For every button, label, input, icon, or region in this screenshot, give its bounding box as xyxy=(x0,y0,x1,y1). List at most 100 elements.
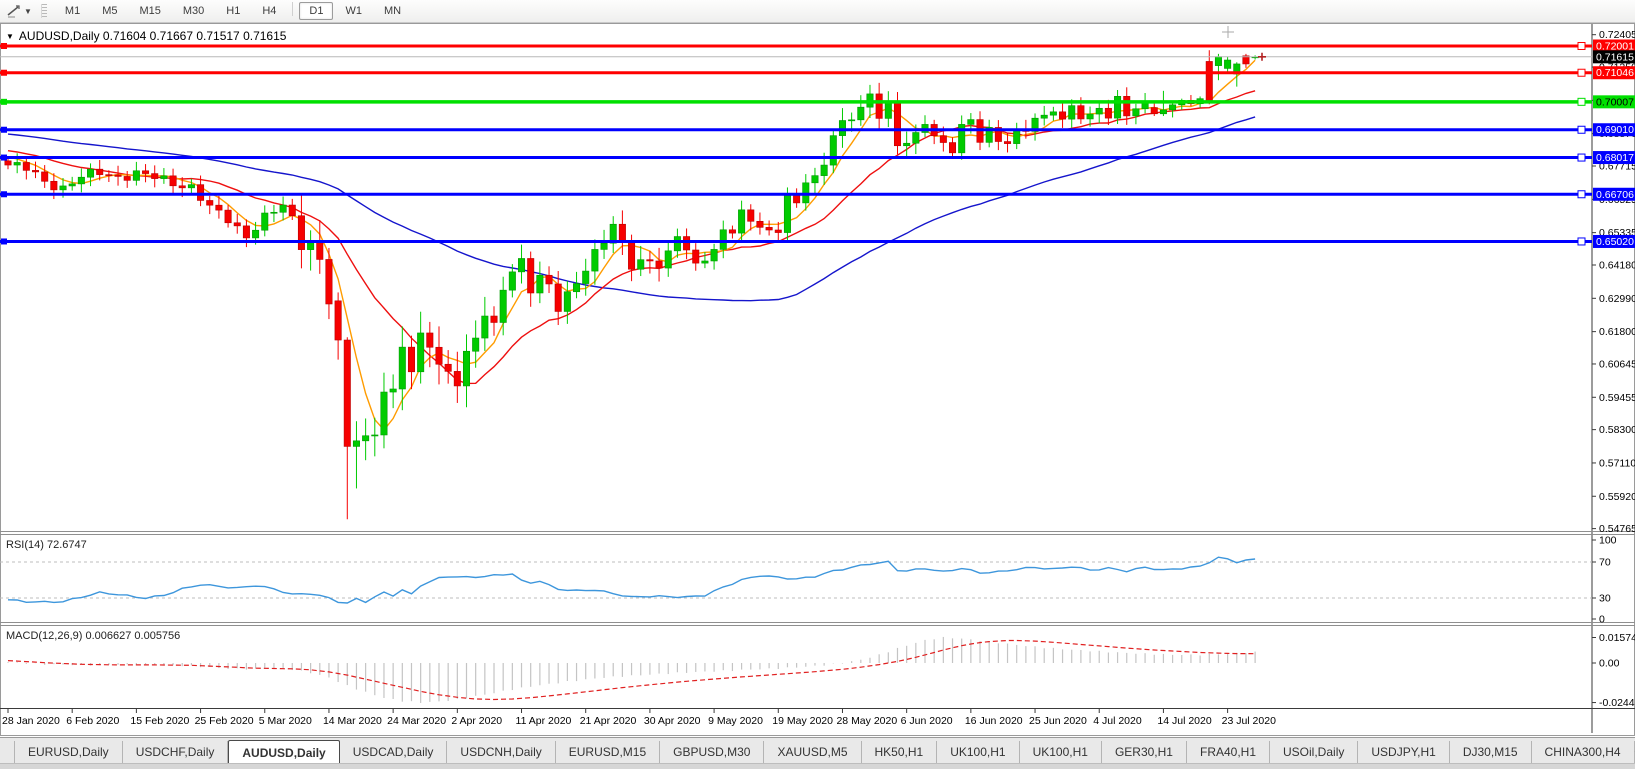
chart-tab-fra40-h1[interactable]: FRA40,H1 xyxy=(1187,741,1271,764)
chart-tab-audusd-daily[interactable]: AUDUSD,Daily xyxy=(228,740,340,765)
line-handle-right[interactable] xyxy=(1577,125,1586,134)
line-price-label: 0.69010 xyxy=(1596,124,1634,136)
chart-tab-hk50-h1[interactable]: HK50,H1 xyxy=(862,741,938,764)
chart-tab-usoil-daily[interactable]: USOil,Daily xyxy=(1270,741,1359,764)
line-handle-left[interactable] xyxy=(1,43,7,49)
candle-body xyxy=(591,249,599,272)
line-price-label: 0.70007 xyxy=(1596,96,1634,108)
candle-body xyxy=(288,204,296,217)
candle-body xyxy=(628,240,636,270)
dropdown-caret-icon[interactable]: ▼ xyxy=(24,6,32,16)
candle-body xyxy=(389,388,397,393)
candle-body xyxy=(1049,111,1057,116)
candle-body xyxy=(811,175,819,184)
status-strip xyxy=(0,763,1635,769)
candle-body xyxy=(343,339,351,447)
chart-tab-xauusd-m5[interactable]: XAUUSD,M5 xyxy=(764,741,862,764)
candle-body xyxy=(573,283,581,293)
collapse-triangle-icon[interactable]: ▼ xyxy=(6,32,14,41)
chart-tab-uk100-h1[interactable]: UK100,H1 xyxy=(1020,741,1102,764)
date-axis-label: 9 May 2020 xyxy=(708,715,763,727)
candle-body xyxy=(435,346,443,365)
candle-body xyxy=(545,274,553,285)
line-handle-left[interactable] xyxy=(1,69,7,76)
timeframe-button-M15[interactable]: M15 xyxy=(139,5,161,17)
date-axis-label: 6 Jun 2020 xyxy=(901,715,953,727)
timeframe-button-W1[interactable]: W1 xyxy=(345,5,362,17)
line-handle-right[interactable] xyxy=(1577,153,1586,162)
candle-body xyxy=(884,101,892,119)
date-axis-label: 4 Jul 2020 xyxy=(1093,715,1142,727)
timeframe-button-D1[interactable]: D1 xyxy=(299,2,334,20)
price-axis-label: 0.58300 xyxy=(1599,424,1635,436)
rsi-indicator-label: RSI(14) 72.6747 xyxy=(6,539,87,551)
line-handle-right[interactable] xyxy=(1577,190,1586,199)
candle-body xyxy=(1040,114,1048,119)
toolbar-grip[interactable] xyxy=(40,4,47,18)
candle-body xyxy=(50,180,58,191)
line-handle-right[interactable] xyxy=(1577,237,1586,246)
candle-body xyxy=(793,195,801,204)
chart-tab-usdchf-daily[interactable]: USDCHF,Daily xyxy=(123,741,229,764)
candle-body xyxy=(829,135,837,166)
candle-body xyxy=(1159,109,1167,115)
timeframe-button-M1[interactable]: M1 xyxy=(64,5,81,17)
candle-body xyxy=(518,258,526,273)
candle-body xyxy=(903,142,911,147)
line-price-box xyxy=(1593,151,1635,165)
chart-tab-eurusd-m15[interactable]: EURUSD,M15 xyxy=(556,741,661,764)
chart-tab-dj30-m15[interactable]: DJ30,M15 xyxy=(1450,741,1532,764)
date-axis-label: 23 Jul 2020 xyxy=(1222,715,1276,727)
trendline-tool-icon[interactable] xyxy=(4,2,24,20)
candle-body xyxy=(371,434,379,437)
candle-body xyxy=(151,173,159,179)
candle-body xyxy=(96,168,104,175)
line-handle-left[interactable] xyxy=(1,191,7,198)
candle-body xyxy=(252,229,260,239)
candle-body xyxy=(1214,56,1222,66)
chart-tab-gbpusd-m30[interactable]: GBPUSD,M30 xyxy=(660,741,765,764)
last-price-cross-marker xyxy=(1258,52,1266,61)
candle-body xyxy=(756,220,764,228)
chart-tab-ger30-h1[interactable]: GER30,H1 xyxy=(1102,741,1187,764)
line-handle-right[interactable] xyxy=(1577,42,1586,50)
chart-tab-usdcnh-daily[interactable]: USDCNH,Daily xyxy=(447,741,556,764)
candle-body xyxy=(407,346,415,373)
line-handle-left[interactable] xyxy=(1,154,7,161)
candle-body xyxy=(692,249,700,264)
timeframe-button-MN[interactable]: MN xyxy=(383,5,402,17)
line-handle-left[interactable] xyxy=(1,126,7,133)
timeframe-button-H1[interactable]: H1 xyxy=(226,5,241,17)
line-price-box xyxy=(1593,39,1635,53)
line-handle-left[interactable] xyxy=(1,238,7,245)
candle-body xyxy=(646,259,654,262)
chart-title-text: AUDUSD,Daily 0.71604 0.71667 0.71517 0.7… xyxy=(18,29,287,43)
candle-body xyxy=(197,184,205,201)
chart-tab-china300-h4[interactable]: CHINA300,H4 xyxy=(1532,741,1635,764)
moving-average-slow-ma xyxy=(7,116,1256,302)
chart-window-border xyxy=(0,23,1635,736)
price-axis-label: 0.57110 xyxy=(1599,457,1635,469)
chart-tab-uk100-h1[interactable]: UK100,H1 xyxy=(937,741,1020,764)
line-handle-left[interactable] xyxy=(1,98,7,105)
line-handle-right[interactable] xyxy=(1577,97,1586,106)
chart-canvas: 0.724050.712500.700600.688700.677150.665… xyxy=(0,23,1635,736)
timeframe-button-M5[interactable]: M5 xyxy=(102,5,118,17)
candle-body xyxy=(1104,107,1112,119)
chart-tab-eurusd-daily[interactable]: EURUSD,Daily xyxy=(14,741,123,764)
candle-body xyxy=(1031,117,1039,132)
candle-body xyxy=(4,160,12,166)
chart-tab-usdcad-daily[interactable]: USDCAD,Daily xyxy=(340,741,448,764)
candle-body xyxy=(582,270,590,284)
candle-body xyxy=(13,162,21,166)
timeframe-button-H4[interactable]: H4 xyxy=(262,5,277,17)
macd-axis-label: 0.00 xyxy=(1599,658,1620,670)
line-handle-right[interactable] xyxy=(1577,68,1586,77)
candle-body xyxy=(178,185,186,189)
candle-body xyxy=(334,300,342,341)
chart-tab-usdjpy-h1[interactable]: USDJPY,H1 xyxy=(1358,741,1450,764)
timeframe-button-M30[interactable]: M30 xyxy=(182,5,205,17)
rsi-axis-label: 0 xyxy=(1599,614,1605,626)
candle-body xyxy=(316,241,324,260)
candle-body xyxy=(41,171,49,182)
